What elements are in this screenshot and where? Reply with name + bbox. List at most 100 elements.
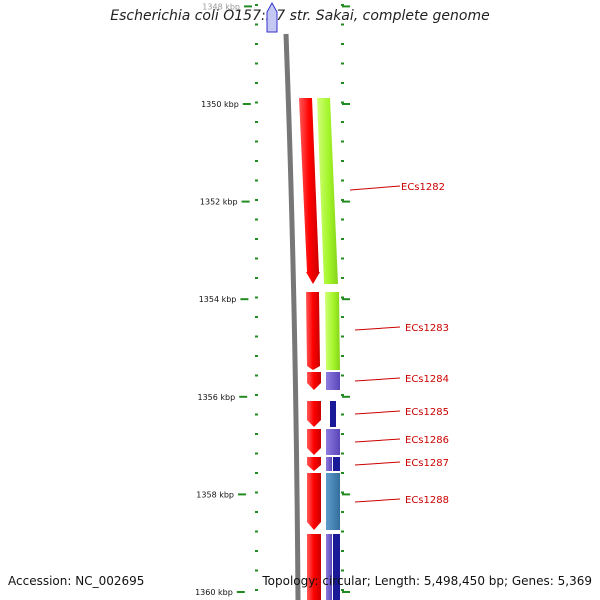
gene-label[interactable]: ECs1286 (405, 435, 449, 446)
gene-block (333, 534, 340, 600)
minor-tick (255, 218, 258, 221)
gene-label[interactable]: ECs1284 (405, 374, 449, 385)
gene-leader-line (354, 438, 401, 443)
minor-tick (255, 43, 258, 45)
minor-tick (341, 433, 344, 435)
gene-leader-line (349, 185, 401, 191)
major-tick (239, 395, 248, 398)
scale-label: 1360 kbp (195, 588, 233, 597)
minor-tick (255, 179, 258, 182)
minor-tick (341, 550, 344, 552)
minor-tick (255, 355, 258, 357)
scale-label: 1350 kbp (201, 100, 239, 109)
minor-tick (341, 62, 344, 65)
minor-tick (341, 394, 344, 396)
major-tick (241, 200, 250, 203)
top-feature-marker (266, 1, 278, 33)
major-tick (244, 5, 252, 8)
scale-label: 1352 kbp (200, 198, 238, 207)
genome-backbone (283, 33, 301, 600)
gene-block (326, 372, 340, 390)
major-tick (342, 200, 350, 203)
cds-arrow (307, 401, 321, 427)
scale-ticks (255, 4, 344, 591)
scale-label: 1354 kbp (199, 295, 237, 304)
minor-tick (255, 550, 258, 552)
minor-tick (341, 82, 344, 84)
gene-block (330, 401, 336, 427)
minor-tick (255, 472, 258, 474)
cds-arrow (306, 292, 320, 370)
gene-block (326, 457, 332, 471)
minor-tick (341, 4, 344, 6)
minor-tick (341, 335, 344, 338)
gene-labels: ECs1282 ECs1283 ECs1284 ECs1285 ECs1286 ECs12… (349, 182, 449, 506)
gene-label[interactable]: ECs1287 (405, 458, 449, 469)
minor-tick (341, 277, 344, 279)
gene-leader-line (354, 498, 401, 503)
minor-tick (255, 374, 258, 377)
cds-arrow (307, 372, 321, 390)
minor-tick (341, 491, 344, 494)
minor-tick (255, 569, 258, 572)
minor-tick (341, 530, 344, 533)
minor-tick (255, 4, 258, 6)
cds-arrow (299, 98, 320, 284)
major-tick (342, 591, 350, 593)
minor-tick (255, 316, 258, 318)
gene-block (326, 534, 332, 600)
minor-tick (341, 569, 344, 572)
gene-leader-line (354, 410, 401, 415)
major-tick (238, 493, 246, 496)
gene-leader-line (354, 461, 401, 466)
minor-tick (255, 433, 258, 435)
cds-arrow (307, 429, 321, 455)
minor-tick (341, 374, 344, 377)
minor-tick (255, 23, 258, 26)
gene-label[interactable]: ECs1282 (401, 182, 445, 193)
minor-tick (255, 277, 258, 279)
minor-tick (255, 335, 258, 338)
minor-tick (255, 238, 258, 240)
cds-track (299, 98, 321, 600)
scale-labels: 1348 kbp 1350 kbp 1352 kbp 1354 kbp 1356 kbp… (195, 2, 350, 597)
minor-tick (255, 160, 258, 162)
gene-label[interactable]: ECs1283 (405, 323, 449, 334)
gene-block (326, 473, 340, 530)
minor-tick (341, 179, 344, 182)
gene-block (326, 429, 340, 455)
cds-arrow (307, 534, 321, 600)
minor-tick (341, 43, 344, 45)
cds-arrow (307, 473, 321, 530)
gene-label[interactable]: ECs1285 (405, 407, 449, 418)
minor-tick (255, 296, 258, 299)
gene-leader-line (354, 326, 401, 331)
minor-tick (255, 82, 258, 84)
minor-tick (341, 121, 344, 123)
minor-tick (255, 394, 258, 396)
minor-tick (255, 101, 258, 104)
minor-tick (341, 160, 344, 162)
major-tick (240, 298, 249, 301)
topology-text: Topology: circular; Length: 5,498,450 bp… (262, 574, 592, 588)
accession-text: Accession: NC_002695 (8, 574, 145, 588)
minor-tick (341, 238, 344, 240)
map-title: Escherichia coli O157:H7 str. Sakai, com… (110, 8, 490, 24)
minor-tick (341, 101, 344, 104)
minor-tick (255, 121, 258, 123)
minor-tick (255, 530, 258, 533)
major-tick (342, 5, 350, 8)
gene-leader-line (354, 377, 401, 382)
gene-label[interactable]: ECs1288 (405, 495, 449, 506)
minor-tick (255, 589, 258, 591)
minor-tick (255, 257, 258, 260)
scale-label: 1348 kbp (202, 2, 240, 11)
minor-tick (255, 199, 258, 201)
major-tick (342, 298, 350, 301)
major-tick (342, 395, 350, 398)
major-tick (342, 493, 350, 496)
gene-block (333, 457, 340, 471)
minor-tick (341, 452, 344, 455)
minor-tick (255, 140, 258, 143)
